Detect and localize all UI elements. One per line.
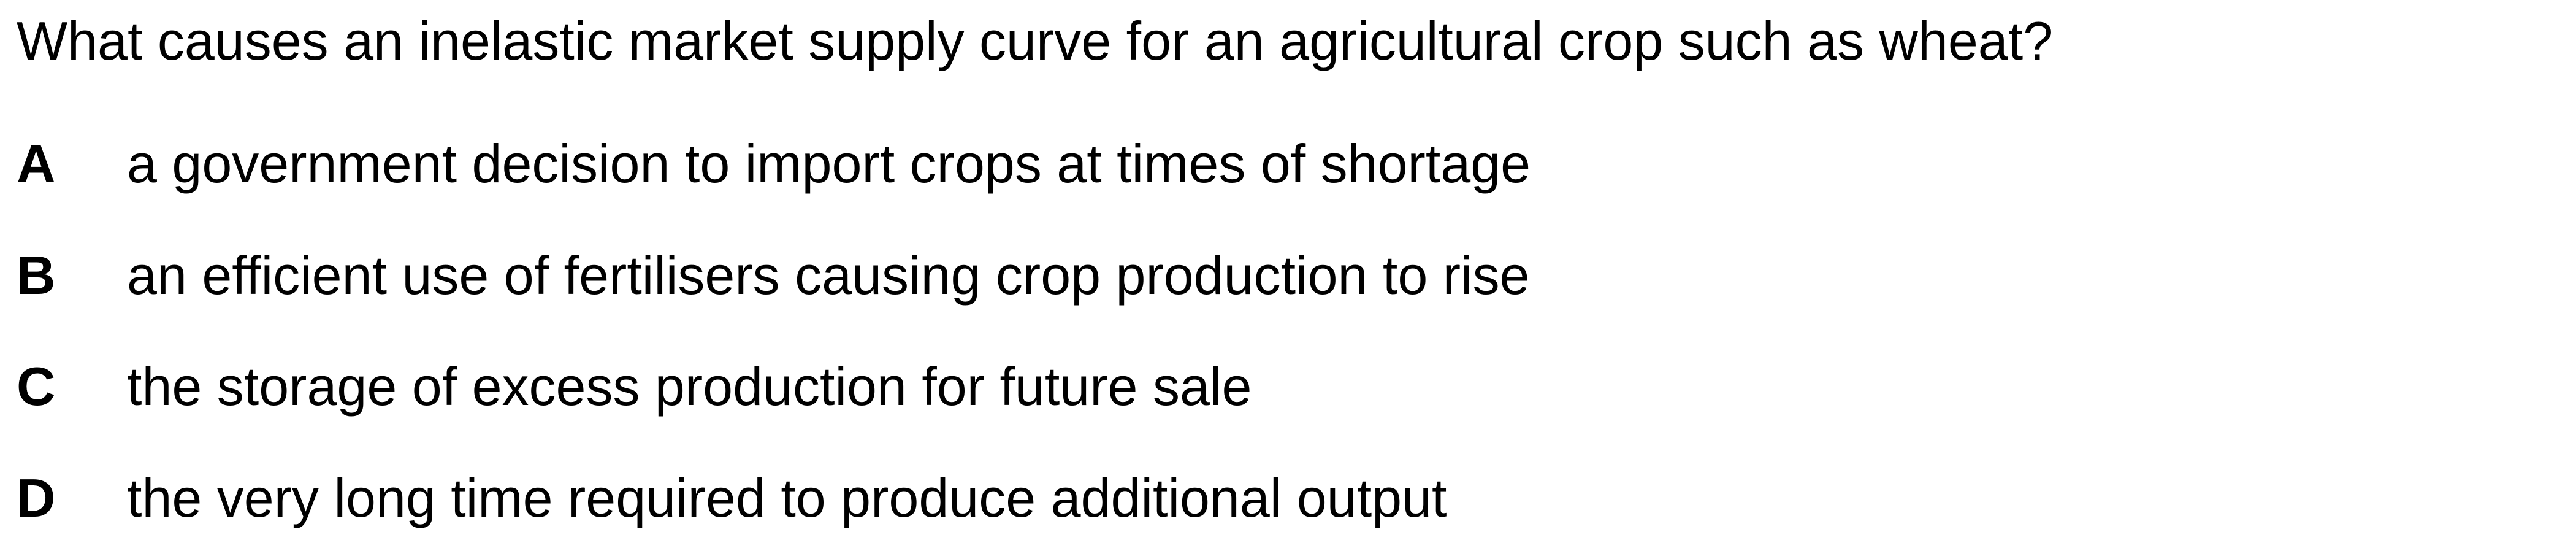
option-letter: B bbox=[17, 245, 56, 306]
option-letter: D bbox=[17, 468, 56, 528]
option-text: the storage of excess production for fut… bbox=[127, 356, 1252, 417]
question-text: What causes an inelastic market supply c… bbox=[17, 10, 2054, 71]
option-letter: C bbox=[17, 356, 56, 417]
option-letter: A bbox=[17, 133, 56, 194]
option-text: the very long time required to produce a… bbox=[127, 468, 1447, 528]
option-text: a government decision to import crops at… bbox=[127, 133, 1531, 194]
option-text: an efficient use of fertilisers causing … bbox=[127, 245, 1530, 306]
